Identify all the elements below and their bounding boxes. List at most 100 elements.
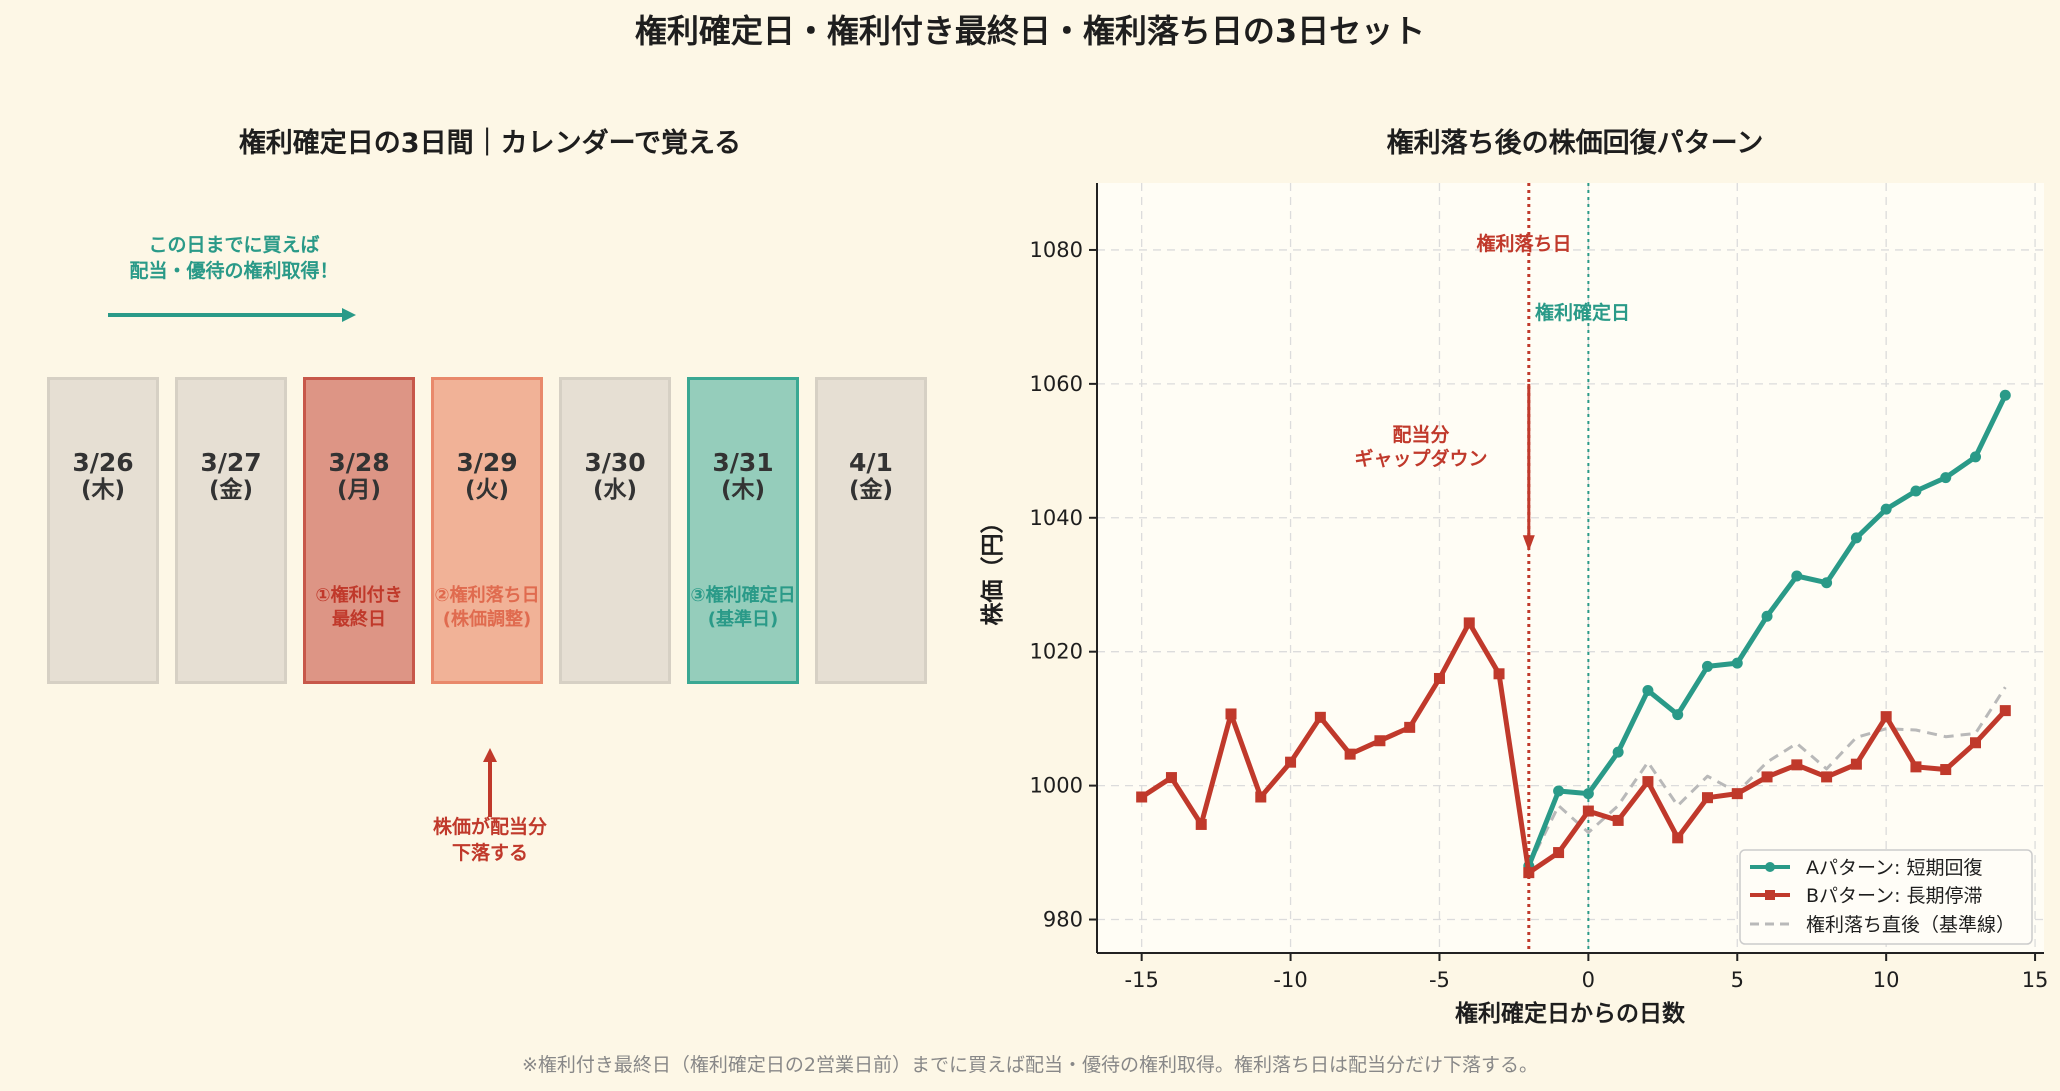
chart-title: 権利落ち後の株価回復パターン (1386, 128, 1764, 159)
ticks: -15 -10 -5 0 5 10 15 980 1000 1020 1040 1060 1080 (1030, 238, 2049, 992)
x-tick-label: 15 (2022, 968, 2049, 992)
day-note-line2: (基準日) (707, 609, 779, 630)
day-date: 3/30 (584, 448, 646, 477)
data-point (1612, 814, 1624, 826)
data-point (1582, 788, 1594, 800)
data-point (1970, 451, 1982, 463)
data-point (1731, 657, 1743, 669)
data-point (1761, 771, 1773, 783)
day-weekday: (金) (848, 477, 894, 503)
data-point (1701, 792, 1713, 804)
data-point (1493, 668, 1505, 680)
data-point (1672, 709, 1684, 721)
data-point (1136, 791, 1148, 803)
x-tick-label: 0 (1582, 968, 1595, 992)
legend-box (1739, 849, 2033, 945)
day-note-line2: 最終日 (332, 609, 386, 630)
day-note-line1: ③権利確定日 (690, 585, 796, 606)
day-weekday: (月) (336, 477, 382, 503)
main-title: 権利確定日・権利付き最終日・権利落ち日の3日セット (634, 12, 1426, 50)
data-point (1791, 759, 1803, 771)
data-point (1880, 503, 1892, 515)
day-date: 3/27 (200, 448, 262, 477)
data-point (1165, 772, 1177, 784)
day-note: ①権利付き 最終日 (306, 584, 412, 632)
x-tick-label: 5 (1731, 968, 1744, 992)
x-tick-label: 10 (1873, 968, 1900, 992)
calendar-title: 権利確定日の3日間｜カレンダーで覚える (238, 128, 742, 159)
day-weekday: (木) (80, 477, 126, 503)
legend: Aパターン: 短期回復 Bパターン: 長期停滞 権利落ち直後（基準線） (1739, 849, 2033, 945)
data-point (1642, 685, 1654, 697)
vline-label-record-date: 権利確定日 (1535, 301, 1630, 324)
calendar-day: 3/26 (木) (47, 377, 159, 684)
drop-note: 株価が配当分 下落する (380, 814, 600, 866)
data-point (1731, 788, 1743, 800)
calendar-day: 3/30 (水) (559, 377, 671, 684)
data-point (1553, 785, 1565, 797)
annotation-arrow (1522, 383, 1535, 552)
data-point (1582, 805, 1594, 817)
calendar-day-last-cum-rights: 3/28 (月) ①権利付き 最終日 (303, 377, 415, 684)
day-weekday: (水) (592, 477, 638, 503)
day-weekday: (木) (720, 477, 766, 503)
x-axis-label: 権利確定日からの日数 (1455, 1000, 1686, 1027)
data-point (1880, 711, 1892, 723)
day-date: 4/1 (849, 448, 893, 477)
legend-marker-a (1765, 862, 1775, 872)
buy-note-line1: この日までに買えば (148, 234, 320, 256)
data-point (1463, 617, 1475, 629)
data-point (1285, 756, 1297, 768)
drop-note-line1: 株価が配当分 (432, 816, 547, 838)
data-point (1433, 672, 1445, 684)
day-note-line1: ②権利落ち日 (434, 585, 540, 606)
annotation-line1: 配当分 (1392, 423, 1449, 446)
legend-label-b: Bパターン: 長期停滞 (1806, 885, 1983, 907)
data-point (1195, 818, 1207, 830)
vertical-markers (1527, 183, 1590, 953)
day-weekday: (金) (208, 477, 254, 503)
day-date: 3/31 (712, 448, 774, 477)
day-note: ③権利確定日 (基準日) (690, 584, 796, 632)
data-point (1910, 485, 1922, 497)
data-point (1821, 771, 1833, 783)
data-point (1821, 577, 1833, 589)
data-point (1910, 761, 1922, 773)
data-point (1999, 389, 2011, 401)
series-group (1136, 389, 2011, 879)
data-point (1940, 472, 1952, 484)
data-point (1553, 847, 1565, 859)
data-point (1642, 776, 1654, 788)
grid (1097, 183, 2044, 953)
x-tick-label: -15 (1125, 968, 1159, 992)
data-point (1314, 711, 1326, 723)
y-tick-label: 980 (1043, 908, 1083, 932)
data-point (1850, 758, 1862, 770)
data-point (1850, 532, 1862, 544)
data-point (1940, 764, 1952, 776)
data-point (1612, 746, 1624, 758)
day-weekday: (火) (464, 477, 510, 503)
day-note-line2: (株価調整) (442, 609, 532, 630)
drop-note-line2: 下落する (451, 842, 528, 864)
data-point (1672, 832, 1684, 844)
data-point (1970, 737, 1982, 749)
data-point (1374, 735, 1386, 747)
data-point (1701, 660, 1713, 672)
day-date: 3/26 (72, 448, 134, 477)
data-point (1255, 791, 1267, 803)
x-tick-label: -5 (1429, 968, 1450, 992)
data-point (1999, 705, 2011, 717)
data-point (1523, 867, 1535, 879)
calendar-day: 4/1 (金) (815, 377, 927, 684)
vline-label-ex-date: 権利落ち日 (1476, 232, 1571, 255)
y-tick-label: 1040 (1030, 506, 1083, 530)
day-note-line1: ①権利付き (315, 585, 403, 606)
drop-arrow (483, 748, 497, 817)
buy-arrow (108, 308, 356, 322)
legend-marker-b (1765, 890, 1775, 900)
data-point (1761, 610, 1773, 622)
y-tick-label: 1020 (1030, 640, 1083, 664)
legend-label-base: 権利落ち直後（基準線） (1806, 914, 2015, 936)
